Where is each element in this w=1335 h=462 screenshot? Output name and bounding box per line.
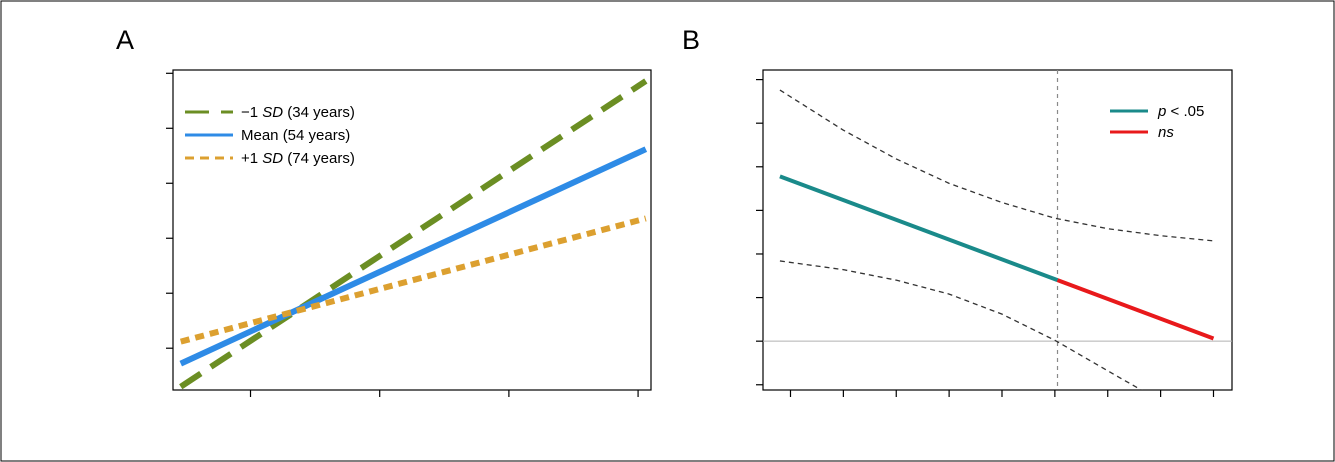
- panel-b-legend-label-0: p < .05: [1157, 103, 1204, 120]
- panel-a-legend-label-2: +1 SD (74 years): [241, 150, 355, 167]
- panel-a-legend-label-0: −1 SD (34 years): [241, 104, 355, 121]
- panel-b-confidence-band-lower: [779, 260, 1143, 390]
- panel-b-legend-label-0-part-0: p: [1157, 103, 1166, 120]
- panel-a-series-line-1: [179, 146, 648, 367]
- panel-a-plot-frame: [172, 69, 652, 391]
- panel-a-series-line-2: [179, 215, 647, 345]
- panel-a-legend-label-1-part-0: Mean (54 years): [241, 127, 350, 144]
- panel-b-plot-area: [763, 70, 1232, 390]
- panel-b-chart: p < .05 ns: [756, 69, 1233, 397]
- panel-b-legend-label-1-part-0: ns: [1158, 124, 1174, 141]
- panel-b-series-line-1: [1056, 278, 1215, 341]
- panel-a-legend-label-0-part-1: SD: [262, 104, 283, 121]
- panel-a-legend-label-0-part-2: (34 years): [283, 104, 355, 121]
- panel-b-plot-frame: [762, 69, 1233, 391]
- panel-b-series-line-0: [779, 174, 1059, 283]
- panel-a-legend-label-2-part-2: (74 years): [283, 150, 355, 167]
- panel-a-legend-label-1: Mean (54 years): [241, 127, 350, 144]
- panel-a-legend-label-2-part-0: +1: [241, 150, 262, 167]
- panel-b-legend-label-1: ns: [1158, 124, 1174, 141]
- panel-letter-a: A: [116, 25, 134, 55]
- panel-a-series-line-0: [179, 78, 648, 390]
- panel-a-legend-label-2-part-1: SD: [262, 150, 283, 167]
- panel-b-legend-label-0-part-1: < .05: [1166, 103, 1204, 120]
- panel-a-legend-label-0-part-0: −1: [241, 104, 262, 121]
- panel-a-chart: −1 SD (34 years) Mean (54 years) +1 SD (74…: [166, 69, 652, 397]
- panel-letter-b: B: [682, 25, 700, 55]
